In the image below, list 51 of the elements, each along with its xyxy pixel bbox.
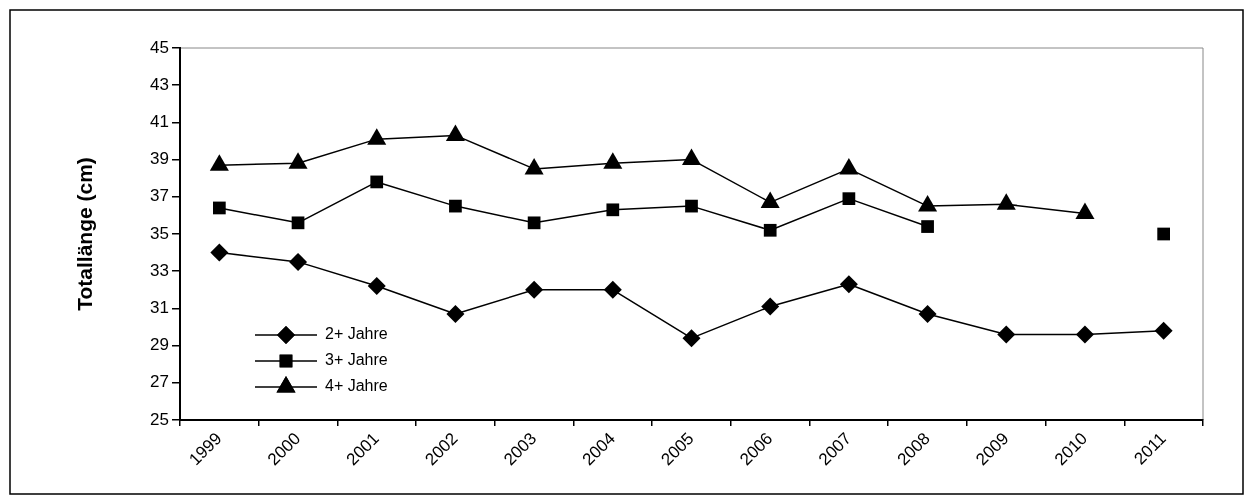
point (760, 191, 780, 208)
point (449, 199, 462, 213)
point (606, 203, 620, 217)
point (603, 280, 622, 299)
point (839, 157, 859, 175)
point (288, 152, 308, 169)
y-tick-label: 43 (150, 74, 169, 94)
y-axis-title: Totallänge (cm) (73, 157, 97, 311)
point (527, 216, 541, 230)
point (681, 148, 702, 166)
point (445, 124, 465, 141)
point (842, 192, 856, 206)
y-tick-label: 25 (150, 409, 169, 429)
point (210, 243, 229, 262)
legend-label: 2+ Jahre (325, 325, 388, 343)
point (761, 297, 780, 316)
point (289, 252, 308, 271)
point (763, 223, 777, 237)
point (446, 304, 465, 323)
y-tick-label: 35 (150, 223, 169, 243)
point (918, 195, 938, 212)
y-tick-label: 33 (150, 260, 169, 280)
point (524, 157, 544, 175)
point (685, 199, 698, 213)
point (525, 280, 544, 299)
point (367, 128, 387, 145)
point (1075, 202, 1095, 220)
point (1075, 325, 1094, 344)
point (291, 216, 305, 230)
point (921, 220, 934, 233)
point (367, 277, 386, 296)
point (1157, 227, 1171, 241)
y-tick-label: 27 (150, 372, 169, 392)
point (1154, 321, 1173, 340)
point (918, 304, 937, 323)
point (996, 193, 1016, 210)
y-tick-label: 41 (150, 112, 169, 132)
y-tick-label: 37 (150, 186, 169, 206)
point (209, 154, 229, 171)
point (212, 201, 226, 215)
point (603, 152, 623, 169)
y-tick-label: 31 (150, 298, 169, 318)
y-tick-label: 29 (150, 335, 169, 355)
point (997, 325, 1016, 344)
point (682, 329, 701, 348)
legend-label: 3+ Jahre (325, 351, 388, 369)
point (370, 175, 384, 189)
y-tick-label: 39 (150, 149, 169, 169)
point (839, 275, 858, 294)
legend-label: 4+ Jahre (325, 377, 388, 395)
y-tick-label: 45 (150, 37, 169, 57)
